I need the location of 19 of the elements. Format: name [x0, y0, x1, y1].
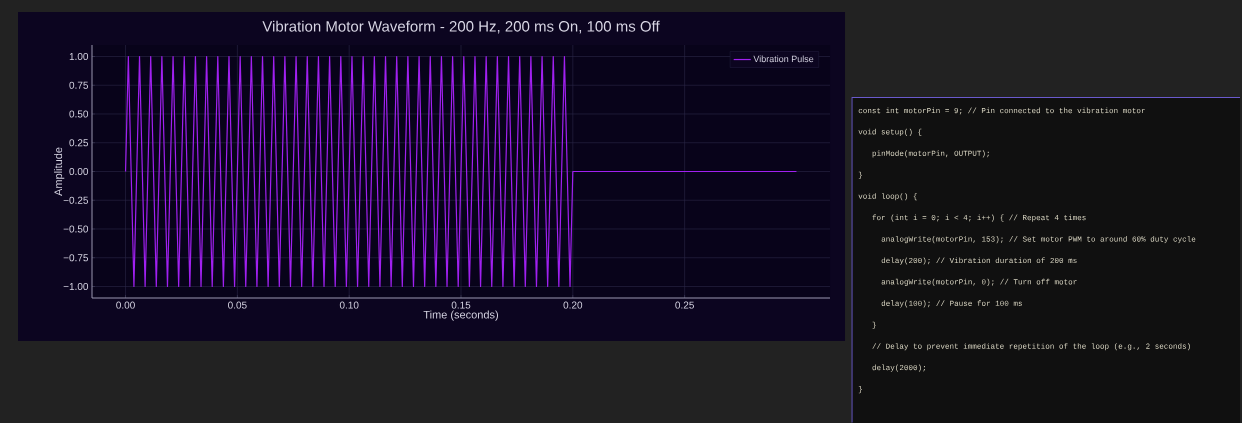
x-tick-label: 0.05	[228, 301, 247, 309]
y-tick-label: −0.50	[63, 225, 89, 233]
legend-label: Vibration Pulse	[753, 55, 814, 63]
y-tick-label: 0.75	[69, 81, 89, 89]
x-tick-label: 0.15	[451, 301, 471, 309]
y-tick-label: −0.25	[63, 196, 89, 204]
chart-title: Vibration Motor Waveform - 200 Hz, 200 ms On, 100 ms Off	[262, 20, 660, 34]
x-tick-label: 0.25	[675, 301, 694, 309]
y-axis-title: Amplitude	[54, 147, 65, 196]
x-axis-title: Time (seconds)	[423, 310, 498, 321]
y-tick-label: 0.00	[69, 167, 89, 176]
y-tick-label: 1.00	[69, 52, 89, 61]
y-tick-label: 0.50	[69, 110, 89, 118]
x-tick-label: 0.10	[339, 301, 359, 309]
x-tick-label: 0.00	[116, 301, 135, 309]
x-tick-label: 0.20	[563, 301, 583, 309]
y-tick-label: −0.75	[63, 254, 89, 262]
y-tick-label: 0.25	[69, 139, 89, 147]
y-tick-label: −1.00	[63, 282, 89, 291]
